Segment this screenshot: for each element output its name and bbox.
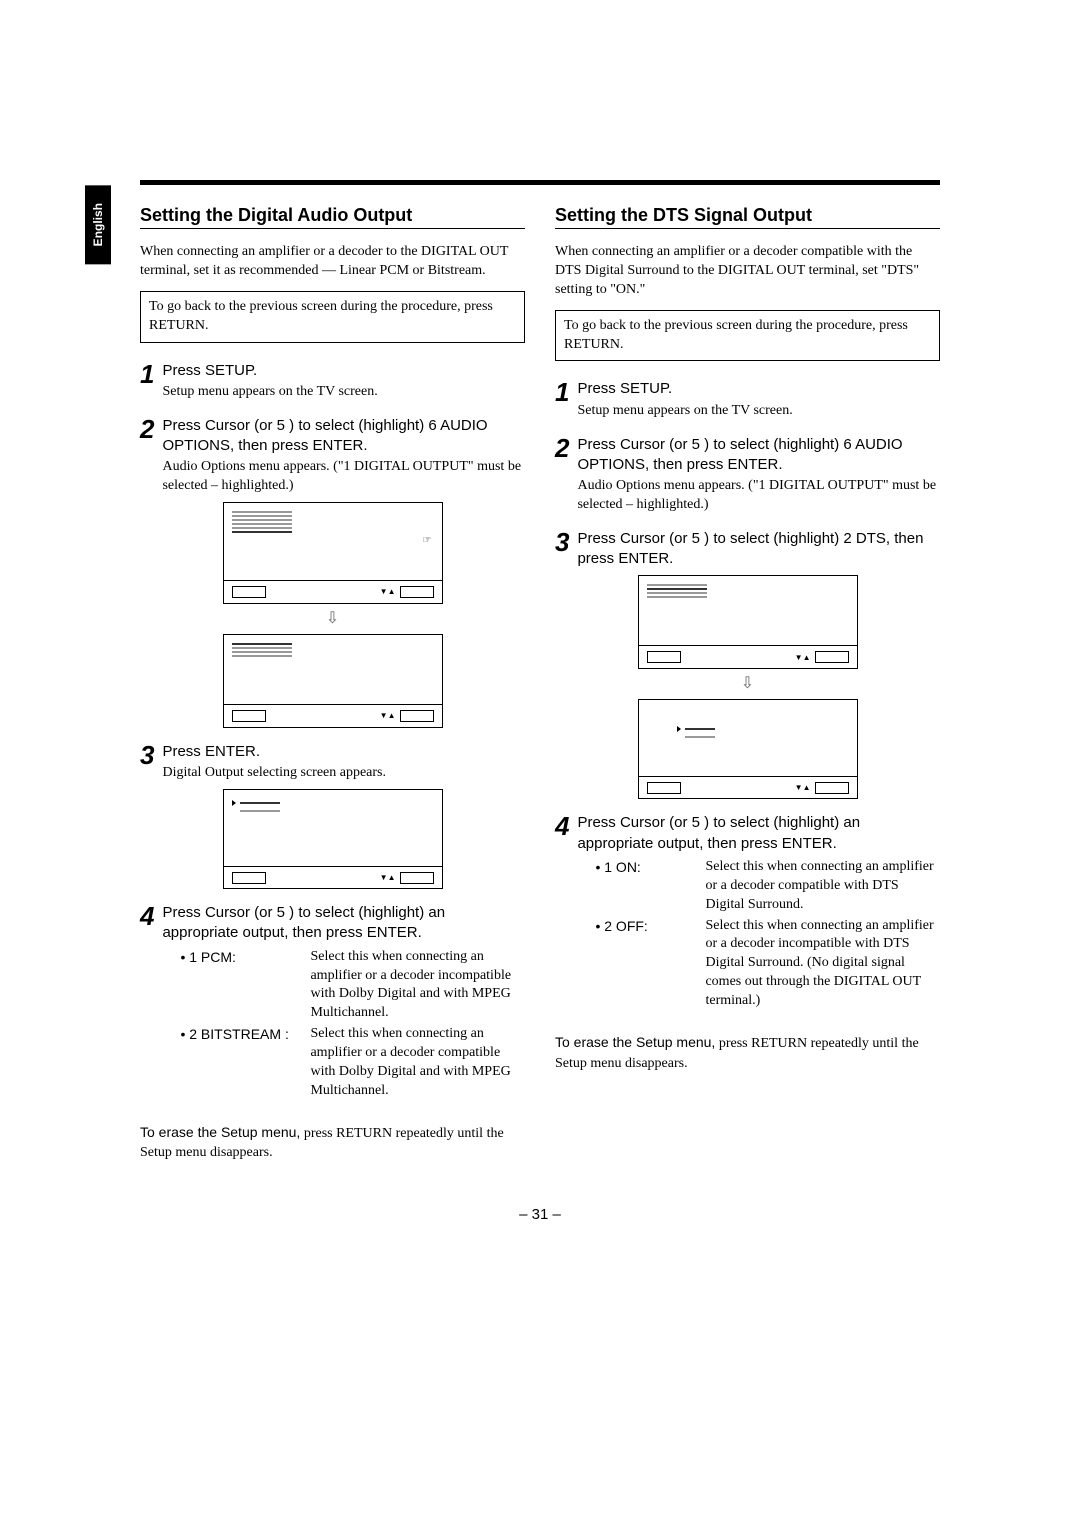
page-body: Setting the Digital Audio Output When co… [140,180,940,1163]
step-l3: 3 Press ENTER. Digital Output selecting … [140,742,525,889]
step-r2: 2 Press Cursor (or 5 ) to select (highli… [555,435,940,515]
erase-lead: To erase the Setup menu, [555,1034,715,1050]
page-number: – 31 – [140,1206,940,1223]
notebox-right: To go back to the previous screen during… [555,310,940,362]
option-desc: Select this when connecting an amplifier… [705,858,940,915]
columns: Setting the Digital Audio Output When co… [140,205,940,1163]
step-num: 1 [555,379,569,405]
step-desc: Audio Options menu appears. ("1 DIGITAL … [577,477,940,515]
step-num: 4 [140,903,154,929]
step-desc: Setup menu appears on the TV screen. [162,383,525,402]
intro-right: When connecting an amplifier or a decode… [555,243,940,300]
step-l1: 1 Press SETUP. Setup menu appears on the… [140,361,525,402]
erase-note-right: To erase the Setup menu, press RETURN re… [555,1033,940,1073]
step-num: 4 [555,813,569,839]
option-desc: Select this when connecting an amplifier… [310,948,525,1024]
step-desc: Audio Options menu appears. ("1 DIGITAL … [162,458,525,496]
step-num: 3 [555,529,569,555]
step-num: 2 [140,416,154,442]
step-r3: 3 Press Cursor (or 5 ) to select (highli… [555,529,940,800]
erase-note-left: To erase the Setup menu, press RETURN re… [140,1123,525,1163]
step-head: Press SETUP. [577,379,940,399]
notebox-left: To go back to the previous screen during… [140,291,525,343]
menu-digital-output-screenshot: ▼▲ [223,789,443,889]
step-num: 1 [140,361,154,387]
language-tab: English [85,185,111,264]
step-num: 2 [555,435,569,461]
option-desc: Select this when connecting an amplifier… [310,1025,525,1101]
arrow-down-icon: ⇩ [140,608,525,628]
step-l2: 2 Press Cursor (or 5 ) to select (highli… [140,416,525,728]
step-head: Press Cursor (or 5 ) to select (highligh… [162,903,525,944]
option-desc: Select this when connecting an amplifier… [705,917,940,1011]
arrow-down-icon: ⇩ [555,673,940,693]
section-title-left: Setting the Digital Audio Output [140,205,525,229]
step-num: 3 [140,742,154,768]
step-head: Press ENTER. [162,742,525,762]
menu-audio-options-screenshot: ▼▲ [638,575,858,669]
step-head: Press Cursor (or 5 ) to select (highligh… [162,416,525,457]
menu-setup-screenshot: ☞ ▼▲ [223,502,443,604]
top-rule [140,180,940,185]
step-head: Press Cursor (or 5 ) to select (highligh… [577,529,940,570]
option-label: • 1 ON: [595,858,705,877]
step-head: Press SETUP. [162,361,525,381]
step-r1: 1 Press SETUP. Setup menu appears on the… [555,379,940,420]
step-l4: 4 Press Cursor (or 5 ) to select (highli… [140,903,525,1103]
step-desc: Digital Output selecting screen appears. [162,764,525,783]
intro-left: When connecting an amplifier or a decode… [140,243,525,281]
option-label: • 2 BITSTREAM : [180,1025,310,1044]
step-r4: 4 Press Cursor (or 5 ) to select (highli… [555,813,940,1013]
menu-audio-options-screenshot: ▼▲ [223,634,443,728]
step-head: Press Cursor (or 5 ) to select (highligh… [577,813,940,854]
right-column: Setting the DTS Signal Output When conne… [555,205,940,1163]
section-title-right: Setting the DTS Signal Output [555,205,940,229]
step-desc: Setup menu appears on the TV screen. [577,402,940,421]
step-head: Press Cursor (or 5 ) to select (highligh… [577,435,940,476]
erase-lead: To erase the Setup menu, [140,1124,300,1140]
option-label: • 2 OFF: [595,917,705,936]
left-column: Setting the Digital Audio Output When co… [140,205,525,1163]
option-label: • 1 PCM: [180,948,310,967]
menu-dts-screenshot: ▼▲ [638,699,858,799]
